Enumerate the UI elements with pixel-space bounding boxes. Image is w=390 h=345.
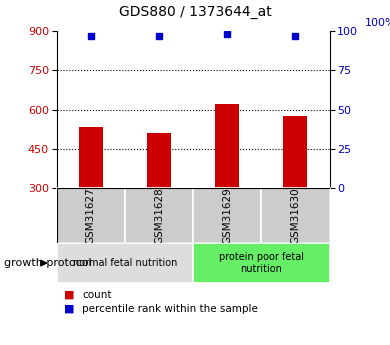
Bar — [215, 104, 239, 188]
Text: GSM31629: GSM31629 — [222, 187, 232, 244]
Bar — [57, 188, 125, 243]
Text: GSM31627: GSM31627 — [86, 187, 96, 244]
Text: percentile rank within the sample: percentile rank within the sample — [82, 304, 258, 314]
Bar — [284, 116, 307, 188]
Text: GSM31630: GSM31630 — [291, 187, 300, 244]
Text: GDS880 / 1373644_at: GDS880 / 1373644_at — [119, 5, 271, 19]
Bar — [261, 188, 330, 243]
Bar — [147, 133, 171, 188]
Text: ■: ■ — [64, 290, 75, 300]
Bar — [193, 188, 261, 243]
Bar — [193, 243, 330, 283]
Bar — [57, 243, 193, 283]
Bar — [125, 188, 193, 243]
Text: protein poor fetal
nutrition: protein poor fetal nutrition — [219, 252, 304, 274]
Text: 100%: 100% — [365, 18, 390, 28]
Text: count: count — [82, 290, 112, 300]
Text: growth protocol: growth protocol — [4, 258, 92, 268]
Text: ■: ■ — [64, 304, 75, 314]
Text: normal fetal nutrition: normal fetal nutrition — [73, 258, 177, 268]
Text: GSM31628: GSM31628 — [154, 187, 164, 244]
Bar — [79, 127, 103, 188]
